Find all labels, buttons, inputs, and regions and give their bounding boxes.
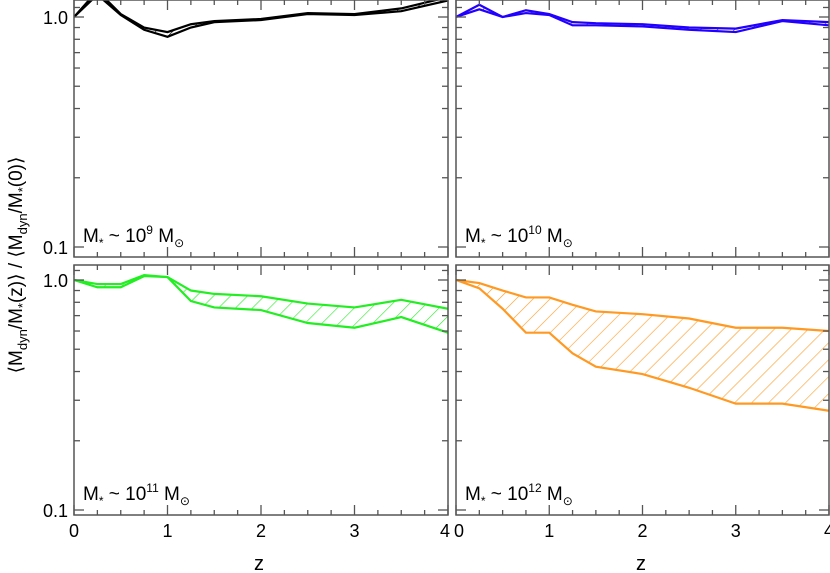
panel-top-right: M* ~ 1010 M⊙ xyxy=(455,0,830,258)
y-label-part: dyn xyxy=(15,213,30,234)
label-part: * xyxy=(481,494,486,508)
lower-line xyxy=(456,8,829,34)
x-tick-label: 3 xyxy=(731,521,741,541)
x-tick-label: 1 xyxy=(162,521,172,541)
label-part: ⊙ xyxy=(563,494,573,508)
upper-line xyxy=(456,278,829,333)
panel-bottom-right: 1 2 3 40M* ~ 1012 M⊙ xyxy=(454,264,830,541)
label-part: M xyxy=(83,226,99,247)
hatched-band xyxy=(456,280,829,411)
x-axis-label: z xyxy=(254,553,264,573)
mass-bin-label: M* ~ 109 M⊙ xyxy=(83,223,184,250)
label-part: M xyxy=(465,484,481,505)
x-tick-label: 2 xyxy=(637,521,647,541)
y-tick-label: 0.1 xyxy=(43,501,68,521)
label-part: M xyxy=(153,226,174,247)
y-axis-label: ⟨Mdyn/M*(z)⟩ / ⟨Mdyn/M*(0)⟩ xyxy=(6,157,30,374)
mass-bin-label: M* ~ 1010 M⊙ xyxy=(465,223,573,250)
y-tick-label: 1.0 xyxy=(43,8,68,28)
x-tick-label: 0 xyxy=(69,521,79,541)
mass-bin-label: M* ~ 1011 M⊙ xyxy=(83,481,190,508)
y-label-part: ⟨M xyxy=(6,350,27,373)
data-series xyxy=(74,274,448,334)
label-part: * xyxy=(481,236,486,250)
label-part: 11 xyxy=(146,481,159,495)
label-part: * xyxy=(99,494,104,508)
x-tick-label: 4 xyxy=(824,521,830,541)
upper-line xyxy=(74,274,448,310)
upper-line xyxy=(74,0,441,34)
label-part: ~ 10 xyxy=(486,226,529,247)
y-tick-label: 1.0 xyxy=(43,271,68,291)
label-part: ~ 10 xyxy=(486,484,529,505)
label-part: ⊙ xyxy=(180,494,190,508)
data-series xyxy=(74,0,448,38)
label-part: 12 xyxy=(528,481,542,495)
x-axis-label: z xyxy=(636,553,646,573)
panel-frame xyxy=(455,0,830,258)
panel-top-left: 1.00.1M* ~ 109 M⊙ xyxy=(43,0,449,258)
label-part: M xyxy=(159,484,180,505)
panel-frame xyxy=(73,0,449,258)
y-label-part: /M xyxy=(6,192,27,213)
x-tick-label: 0 xyxy=(454,521,464,541)
y-tick-label: 0.1 xyxy=(43,238,68,258)
label-part: ⊙ xyxy=(563,236,573,250)
label-part: ~ 10 xyxy=(104,484,147,505)
y-label-part: dyn xyxy=(15,329,30,350)
label-part: * xyxy=(99,236,104,250)
y-label-part: * xyxy=(15,303,30,308)
label-part: M xyxy=(83,484,99,505)
label-part: M xyxy=(542,226,563,247)
data-series xyxy=(456,3,829,34)
lower-line xyxy=(74,274,448,334)
label-part: M xyxy=(465,226,481,247)
label-part: 9 xyxy=(146,223,153,237)
y-label-part: * xyxy=(15,187,30,192)
y-label-part: /M xyxy=(6,308,27,329)
y-label-part: (0)⟩ xyxy=(6,157,27,188)
x-tick-label: 2 xyxy=(256,521,266,541)
label-part: 10 xyxy=(528,223,542,237)
svg-text:⟨Mdyn/M*(z)⟩ / ⟨Mdyn/M*(0)⟩: ⟨Mdyn/M*(z)⟩ / ⟨Mdyn/M*(0)⟩ xyxy=(6,157,30,374)
label-part: ⊙ xyxy=(174,236,184,250)
x-tick-label: 4 xyxy=(440,521,450,541)
label-part: ~ 10 xyxy=(104,226,147,247)
x-tick-label: 3 xyxy=(349,521,359,541)
label-part: M xyxy=(542,484,563,505)
hatched-band xyxy=(74,275,448,333)
x-tick-label: 1 xyxy=(544,521,554,541)
lower-line xyxy=(74,0,448,38)
lower-line xyxy=(456,278,829,412)
y-label-part: (z)⟩ / ⟨M xyxy=(6,234,27,303)
data-series xyxy=(456,278,829,412)
mass-bin-label: M* ~ 1012 M⊙ xyxy=(465,481,573,508)
panel-bottom-left: 1.00.10 1 2 3 4M* ~ 1011 M⊙ xyxy=(43,264,450,541)
